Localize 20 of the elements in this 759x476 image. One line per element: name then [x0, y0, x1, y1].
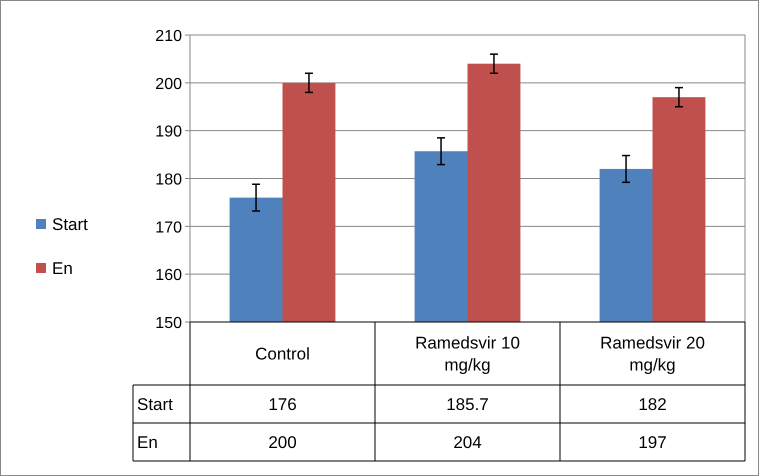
text: En [137, 433, 158, 452]
y-tick-label: 200 [155, 76, 182, 93]
y-tick-label: 170 [155, 219, 182, 236]
data-label: 185.7 [446, 395, 489, 414]
y-tick-label: 150 [155, 315, 182, 332]
y-tick-label: 190 [155, 124, 182, 141]
x-tick-label: Control [255, 344, 310, 364]
y-tick-label: 160 [155, 267, 182, 284]
x-tick-label: Ramedsvir 10 mg/kg [415, 334, 520, 374]
data-label: 204 [453, 433, 482, 452]
legend-label: Start [52, 215, 88, 234]
text: Start [137, 395, 173, 414]
x-tick-label: Ramedsvir 20 mg/kg [600, 334, 705, 374]
data-label: 176 [268, 395, 297, 414]
y-tick-label: 210 [155, 28, 182, 45]
data-label: 200 [268, 433, 297, 452]
legend-label: En [52, 259, 73, 278]
y-tick-label: 180 [155, 172, 182, 188]
data-label: 182 [638, 395, 667, 414]
data-label: 197 [638, 433, 667, 452]
